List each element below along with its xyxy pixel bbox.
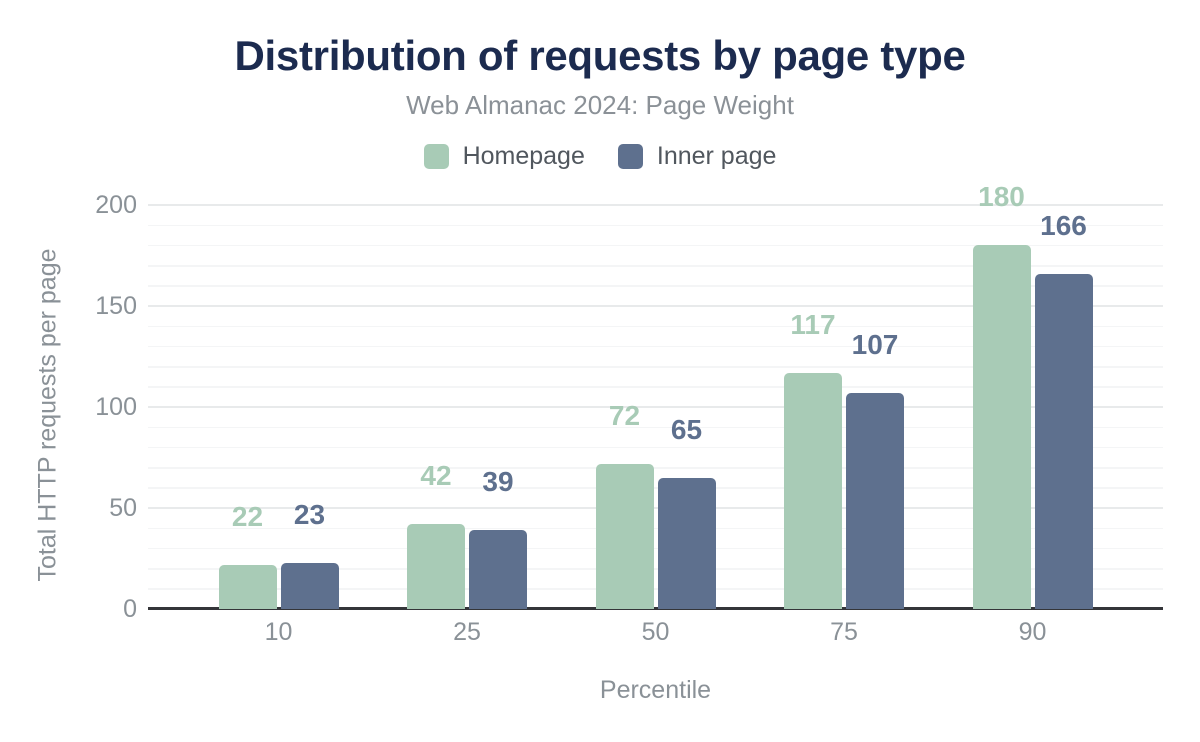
homepage-swatch-icon xyxy=(423,143,449,169)
value-label-homepage-p10: 22 xyxy=(231,500,264,532)
value-label-inner-page-p90: 166 xyxy=(1040,209,1087,241)
value-label-inner-page-p25: 39 xyxy=(482,466,514,498)
value-label-homepage-p25: 42 xyxy=(420,460,452,492)
major-gridline xyxy=(148,305,1163,307)
y-axis-tick-label: 150 xyxy=(95,292,137,320)
minor-gridline xyxy=(148,244,1163,247)
bar-homepage-p10[interactable] xyxy=(218,564,277,609)
value-label-homepage-p90: 180 xyxy=(978,181,1025,213)
value-label-inner-page-p10: 23 xyxy=(293,498,326,530)
minor-gridline xyxy=(148,588,1163,590)
minor-gridline xyxy=(148,568,1163,570)
y-axis-tick-label: 50 xyxy=(109,494,137,522)
plot-area: 22 23 42 39 72 65 117 107 180 166 xyxy=(148,181,1163,610)
minor-gridline xyxy=(148,467,1163,469)
bar-inner-page-p25[interactable] xyxy=(469,530,527,609)
minor-gridline xyxy=(148,487,1163,489)
bar-inner-page-p75[interactable] xyxy=(846,392,904,609)
minor-gridline xyxy=(148,426,1163,429)
bar-inner-page-p50[interactable] xyxy=(657,477,716,609)
chart-subtitle: Web Almanac 2024: Page Weight xyxy=(406,90,794,120)
bar-homepage-p90[interactable] xyxy=(972,245,1031,609)
legend-item-homepage[interactable]: Homepage xyxy=(423,141,585,171)
legend-label-inner-page: Inner page xyxy=(656,141,777,170)
bar-inner-page-p10[interactable] xyxy=(280,562,339,609)
major-gridline xyxy=(148,406,1163,408)
minor-gridline xyxy=(148,224,1163,227)
x-axis-line xyxy=(148,607,1163,610)
minor-gridline xyxy=(148,547,1163,550)
minor-gridline xyxy=(148,345,1163,348)
minor-gridline xyxy=(148,265,1163,267)
y-axis-tick-label: 100 xyxy=(95,393,137,421)
x-axis-tick-label: 50 xyxy=(641,618,670,646)
legend-label-homepage: Homepage xyxy=(462,141,585,170)
bar-homepage-p25[interactable] xyxy=(407,524,465,609)
minor-gridline xyxy=(148,325,1163,328)
value-label-homepage-p75: 117 xyxy=(790,308,836,340)
x-axis-tick-label: 25 xyxy=(453,618,481,646)
inner-page-swatch-icon xyxy=(617,143,643,169)
bar-inner-page-p90[interactable] xyxy=(1034,273,1093,609)
major-gridline xyxy=(148,204,1163,206)
y-axis-tick-label: 0 xyxy=(123,595,137,623)
legend-item-inner-page[interactable]: Inner page xyxy=(617,141,777,171)
major-gridline xyxy=(148,507,1163,509)
minor-gridline xyxy=(148,446,1163,449)
chart-title: Distribution of requests by page type xyxy=(234,32,966,79)
bar-homepage-p75[interactable] xyxy=(784,372,842,609)
value-label-inner-page-p50: 65 xyxy=(670,413,703,445)
y-axis-tick-label: 200 xyxy=(95,191,137,219)
value-label-homepage-p50: 72 xyxy=(608,399,641,431)
minor-gridline xyxy=(148,285,1163,287)
x-axis-tick-label: 75 xyxy=(830,618,858,646)
x-axis-tick-label: 10 xyxy=(264,618,293,646)
minor-gridline xyxy=(148,527,1163,530)
minor-gridline xyxy=(148,386,1163,388)
bar-homepage-p50[interactable] xyxy=(595,463,654,609)
value-label-inner-page-p75: 107 xyxy=(851,328,899,360)
minor-gridline xyxy=(148,366,1163,368)
legend: Homepage Inner page xyxy=(0,141,1200,171)
x-axis-title: Percentile xyxy=(599,676,712,704)
x-axis-tick-label: 90 xyxy=(1018,618,1047,646)
